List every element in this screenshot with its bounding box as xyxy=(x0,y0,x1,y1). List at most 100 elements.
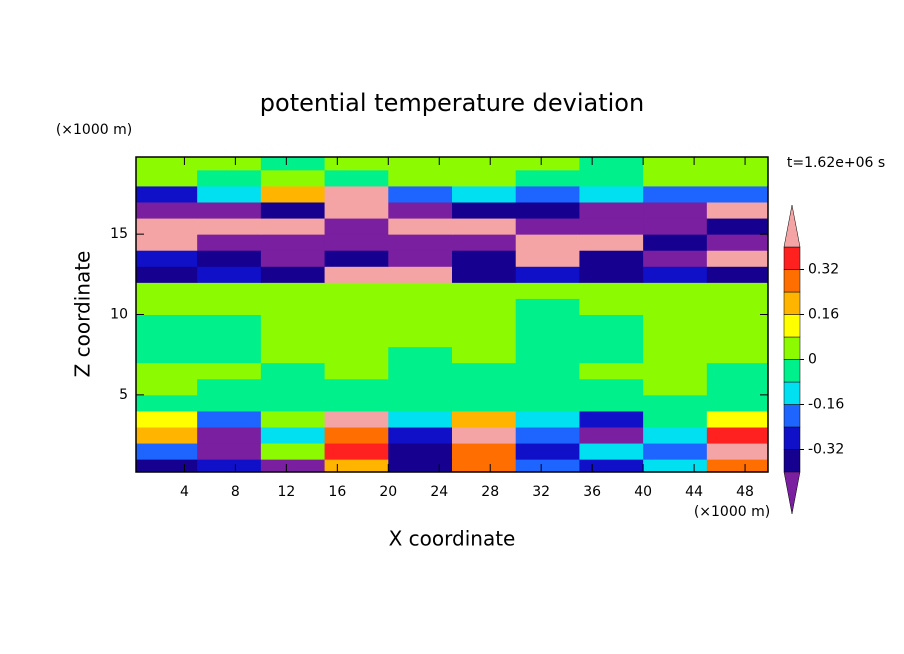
contour-cell xyxy=(515,157,580,171)
x-tick-label: 40 xyxy=(634,484,652,500)
contour-cell xyxy=(706,459,769,473)
contour-cell xyxy=(388,218,453,235)
colorbar-box xyxy=(783,426,801,450)
time-annotation: t=1.62e+06 s xyxy=(787,155,885,171)
contour-cell xyxy=(136,443,198,460)
contour-cell xyxy=(452,394,517,412)
contour-cell xyxy=(324,250,389,267)
contour-cell xyxy=(136,410,198,428)
contour-cell xyxy=(643,362,708,380)
contour-cell xyxy=(324,427,389,444)
contour-cell xyxy=(197,250,262,267)
contour-cell xyxy=(515,250,580,267)
contour-cell xyxy=(136,394,198,412)
contour-cell xyxy=(324,202,389,219)
contour-cell xyxy=(579,346,644,364)
colorbar-tick-label: -0.32 xyxy=(808,442,844,458)
contour-cell xyxy=(579,157,644,171)
contour-cell xyxy=(388,346,453,364)
contour-cell xyxy=(197,459,262,473)
contour-cell xyxy=(579,410,644,428)
contour-cell xyxy=(324,218,389,235)
contour-cell xyxy=(643,378,708,396)
contour-cell xyxy=(452,443,517,460)
contour-cell xyxy=(515,459,580,473)
contour-cell xyxy=(643,266,708,283)
contour-cell xyxy=(706,443,769,460)
contour-cell xyxy=(643,443,708,460)
contour-cell xyxy=(643,234,708,251)
contour-cell xyxy=(388,202,453,219)
y-axis-label: Z coordinate xyxy=(71,251,95,378)
contour-cell xyxy=(260,394,326,412)
chart-title: potential temperature deviation xyxy=(260,89,644,117)
contour-cell xyxy=(324,266,389,283)
contour-cell xyxy=(515,314,580,332)
contour-cell xyxy=(579,394,644,412)
x-tick-label: 12 xyxy=(277,484,295,500)
contour-cell xyxy=(452,157,517,171)
contour-cell xyxy=(388,378,453,396)
contour-cell xyxy=(452,330,517,348)
contour-cell xyxy=(579,443,644,460)
x-tick-label: 4 xyxy=(180,484,189,500)
contour-cell xyxy=(452,346,517,364)
contour-cell xyxy=(388,410,453,428)
colorbar-box xyxy=(783,449,801,473)
contour-cell xyxy=(136,298,198,315)
contour-cell xyxy=(388,234,453,251)
contour-cell xyxy=(324,443,389,460)
contour-cell xyxy=(515,378,580,396)
contour-cell xyxy=(136,202,198,219)
contour-cell xyxy=(643,250,708,267)
colorbar-box xyxy=(783,246,801,270)
contour-cell xyxy=(136,459,198,473)
x-tick-label: 16 xyxy=(328,484,346,500)
contour-cell xyxy=(324,234,389,251)
contour-cell xyxy=(388,282,453,299)
contour-cell xyxy=(197,185,262,203)
contour-cell xyxy=(706,346,769,364)
contour-cell xyxy=(197,346,262,364)
contour-cell xyxy=(260,234,326,251)
contour-cell xyxy=(197,266,262,283)
contour-cell xyxy=(260,218,326,235)
contour-cell xyxy=(197,410,262,428)
contour-cell xyxy=(579,218,644,235)
contour-cell xyxy=(515,362,580,380)
contour-cell xyxy=(260,298,326,315)
contour-cell xyxy=(643,185,708,203)
contour-cell xyxy=(388,314,453,332)
contour-cell xyxy=(197,362,262,380)
contour-cell xyxy=(452,298,517,315)
contour-cell xyxy=(197,218,262,235)
y-tick-label: 5 xyxy=(119,387,128,403)
contour-cell xyxy=(260,378,326,396)
contour-cell xyxy=(579,362,644,380)
contour-cell xyxy=(324,282,389,299)
contour-cell xyxy=(452,410,517,428)
colorbar-box xyxy=(783,314,801,338)
contour-cell xyxy=(515,266,580,283)
x-axis-label: X coordinate xyxy=(389,527,516,551)
contour-cell xyxy=(388,394,453,412)
contour-cell xyxy=(197,234,262,251)
x-tick-label: 32 xyxy=(532,484,550,500)
contour-cell xyxy=(260,185,326,203)
colorbar-tick-label: -0.16 xyxy=(808,397,844,413)
contour-cell xyxy=(706,362,769,380)
contour-cell xyxy=(579,298,644,315)
contour-cell xyxy=(643,346,708,364)
contour-cell xyxy=(515,346,580,364)
contour-cell xyxy=(706,157,769,171)
x-tick-label: 48 xyxy=(736,484,754,500)
contour-cell xyxy=(452,185,517,203)
contour-cell xyxy=(643,218,708,235)
contour-cell xyxy=(515,443,580,460)
colorbar-box xyxy=(783,336,801,360)
contour-cell xyxy=(197,330,262,348)
contour-cell xyxy=(324,394,389,412)
contour-cell xyxy=(136,250,198,267)
contour-cell xyxy=(706,282,769,299)
contour-cell xyxy=(643,282,708,299)
